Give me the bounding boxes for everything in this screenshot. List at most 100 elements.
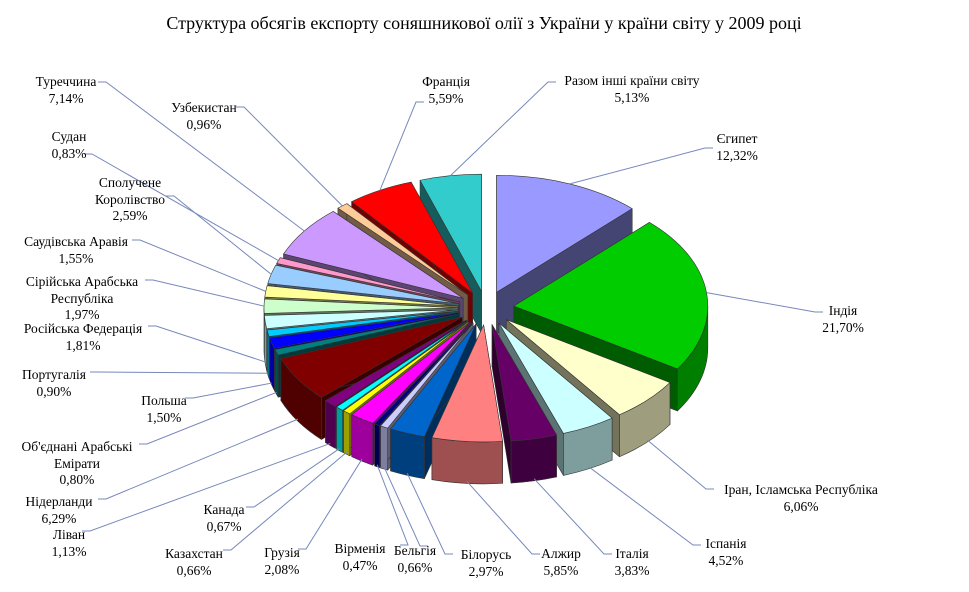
leader-line-0 bbox=[569, 147, 713, 185]
slice-label-22: Туреччина 7,14% bbox=[36, 74, 97, 107]
slice-label-20: Сполучене Королівство 2,59% bbox=[95, 175, 165, 225]
slice-label-line: Алжир bbox=[541, 546, 581, 561]
leader-line-19 bbox=[132, 239, 266, 292]
slice-label-25: Разом інші країни світу 5,13% bbox=[564, 73, 699, 106]
slice-label-line: 0,96% bbox=[186, 116, 222, 132]
leader-line-16 bbox=[90, 371, 269, 374]
leader-line-11 bbox=[246, 448, 340, 508]
leader-line-5 bbox=[466, 481, 540, 555]
leader-line-18 bbox=[145, 279, 265, 307]
leader-line-23 bbox=[236, 106, 343, 207]
leader-line-2 bbox=[646, 439, 714, 490]
slice-label-line: 0,80% bbox=[59, 472, 95, 487]
slice-label-8: Вірменія 0,47% bbox=[334, 541, 385, 574]
slice-label-line: Республіка bbox=[50, 290, 114, 306]
slice-label-line: Узбекистан bbox=[171, 100, 237, 115]
slice-label-4: Італія 3,83% bbox=[615, 546, 650, 579]
slice-label-line: Грузія bbox=[264, 545, 300, 560]
leader-line-6 bbox=[406, 472, 453, 555]
leader-line-4 bbox=[533, 478, 612, 555]
chart-title: Структура обсягів експорту соняшникової … bbox=[166, 13, 802, 33]
slice-label-line: 0,66% bbox=[397, 559, 433, 575]
slice-label-line: Канада bbox=[203, 502, 245, 517]
leader-line-1 bbox=[706, 292, 823, 313]
leader-line-12 bbox=[82, 442, 331, 532]
slice-label-13: Нідерланди 6,29% bbox=[26, 494, 93, 527]
pie-slice-5 bbox=[431, 324, 503, 485]
slice-label-6: Білорусь 2,97% bbox=[461, 547, 511, 580]
slice-label-line: 0,47% bbox=[342, 557, 378, 573]
slice-label-1: Індія 21,70% bbox=[822, 303, 864, 336]
slice-label-24: Франція 5,59% bbox=[422, 74, 470, 107]
slice-label-10: Казахстан 0,66% bbox=[165, 546, 223, 579]
leader-line-22 bbox=[98, 81, 305, 232]
slice-label-line: 1,81% bbox=[65, 337, 101, 353]
slice-label-line: Білорусь bbox=[460, 547, 512, 562]
leader-line-9 bbox=[298, 458, 363, 550]
pie-slice-4 bbox=[491, 324, 557, 484]
leader-line-24 bbox=[379, 101, 424, 191]
slice-label-line: Сірійська Арабська bbox=[25, 274, 139, 289]
slice-label-line: 0,67% bbox=[206, 518, 242, 534]
slice-label-line: Ліван bbox=[52, 527, 86, 542]
slice-label-line: 0,66% bbox=[176, 562, 212, 578]
leader-line-17 bbox=[148, 325, 266, 363]
slice-label-line: Сполучене bbox=[98, 175, 162, 190]
slice-label-18: Сірійська Арабська Республіка 1,97% bbox=[26, 274, 138, 324]
slice-label-line: Вірменія bbox=[334, 541, 386, 556]
slice-label-line: Нідерланди bbox=[25, 494, 93, 509]
slice-label-21: Судан 0,83% bbox=[52, 129, 87, 162]
slice-label-11: Канада 0,67% bbox=[204, 502, 245, 535]
slice-label-line: 6,06% bbox=[783, 498, 819, 514]
slice-label-line: 5,13% bbox=[614, 89, 650, 105]
slice-label-line: Єгипет bbox=[716, 131, 758, 146]
slice-label-line: Португалія bbox=[22, 367, 86, 382]
slice-label-line: 21,70% bbox=[822, 319, 864, 335]
slice-label-line: Франція bbox=[422, 74, 470, 89]
slice-label-line: Бельгія bbox=[393, 543, 437, 558]
leader-line-3 bbox=[588, 466, 701, 546]
leader-line-8 bbox=[376, 464, 409, 546]
slice-label-line: Об'єднані Арабські bbox=[21, 439, 133, 454]
slice-label-line: 2,08% bbox=[264, 561, 300, 577]
leader-line-7 bbox=[383, 466, 428, 547]
slice-label-line: Разом інші країни світу bbox=[564, 73, 700, 88]
leader-line-25 bbox=[450, 81, 556, 177]
slice-label-line: Іспанія bbox=[705, 536, 747, 551]
leader-line-20 bbox=[166, 195, 272, 275]
slice-label-9: Грузія 2,08% bbox=[264, 545, 300, 578]
leader-line-21 bbox=[84, 153, 279, 261]
slice-label-line: Королівство bbox=[94, 191, 166, 207]
slice-label-line: Судан bbox=[51, 129, 87, 144]
slice-label-7: Бельгія 0,66% bbox=[394, 543, 436, 576]
slice-label-19: Саудівська Аравія 1,55% bbox=[24, 234, 128, 267]
slice-label-line: Саудівська Аравія bbox=[24, 234, 128, 249]
slice-label-line: 1,13% bbox=[51, 543, 87, 559]
leader-line-10 bbox=[223, 451, 347, 551]
leader-line-13 bbox=[98, 418, 299, 500]
slice-label-line: Польша bbox=[141, 393, 187, 408]
slice-label-line: Туреччина bbox=[35, 74, 97, 89]
slice-label-line: 4,52% bbox=[708, 552, 744, 568]
slice-label-line: 1,55% bbox=[58, 250, 94, 266]
slice-label-line: Італія bbox=[615, 546, 649, 561]
slice-label-line: Індія bbox=[828, 303, 858, 318]
slice-label-5: Алжир 5,85% bbox=[541, 546, 581, 579]
slice-label-14: Об'єднані Арабські Емірати 0,80% bbox=[21, 439, 132, 489]
leader-line-15 bbox=[185, 382, 272, 399]
slice-label-line: Російська Федерація bbox=[23, 321, 143, 336]
slice-label-line: Іран, Ісламська Республіка bbox=[724, 482, 878, 497]
slice-label-line: 0,90% bbox=[36, 383, 72, 399]
slice-label-2: Іран, Ісламська Республіка 6,06% bbox=[724, 482, 878, 515]
slice-label-line: Емірати bbox=[53, 455, 101, 471]
slice-label-line: 1,50% bbox=[146, 409, 182, 425]
slice-label-line: Казахстан bbox=[165, 546, 223, 561]
slice-label-line: 1,97% bbox=[64, 307, 100, 322]
slice-label-line: 3,83% bbox=[614, 562, 650, 578]
slice-label-15: Польша 1,50% bbox=[141, 393, 187, 426]
slice-label-23: Узбекистан 0,96% bbox=[171, 100, 236, 133]
slice-label-16: Португалія 0,90% bbox=[22, 367, 86, 400]
slice-label-0: Єгипет 12,32% bbox=[716, 131, 758, 164]
